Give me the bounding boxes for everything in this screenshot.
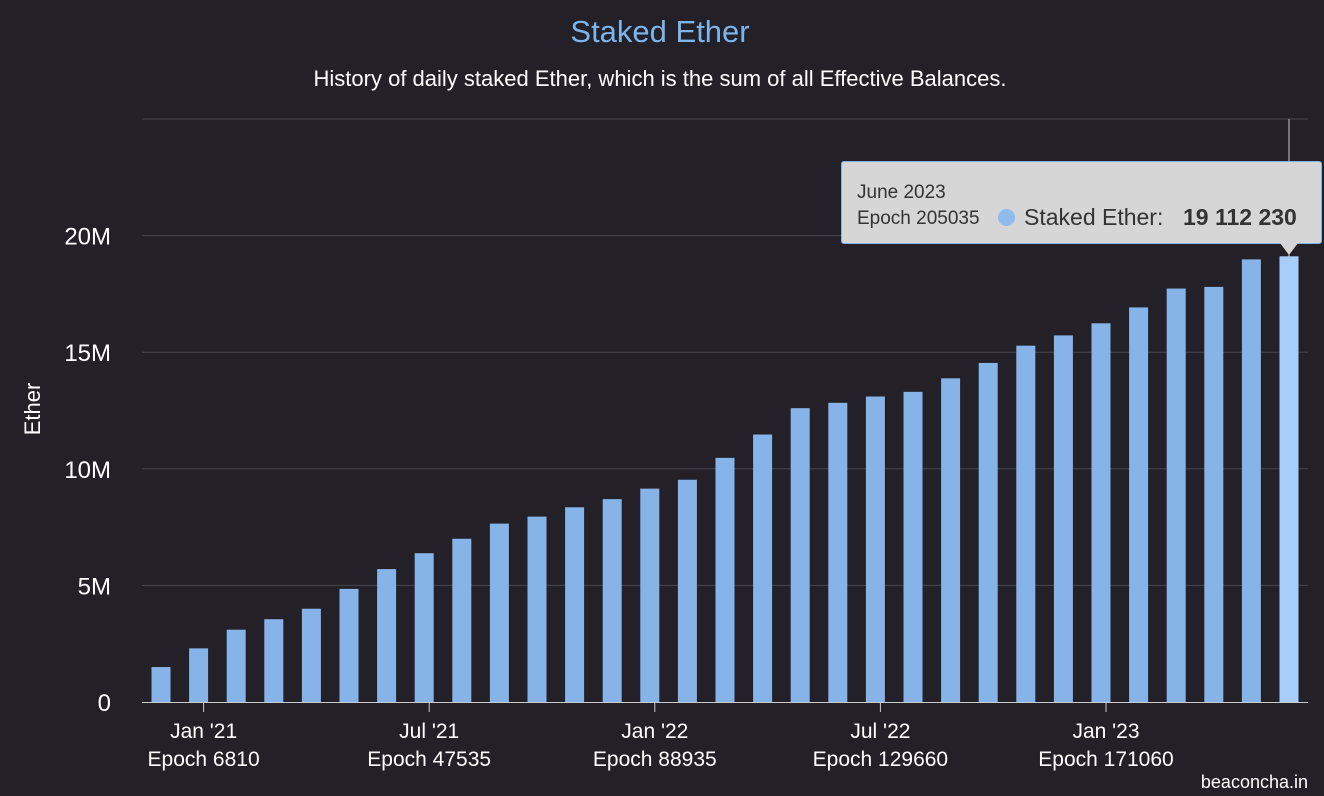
x-tick-month-label: Jan '21 <box>170 720 237 743</box>
bar[interactable] <box>151 667 171 702</box>
bar[interactable] <box>452 538 472 702</box>
bar[interactable] <box>226 629 246 702</box>
x-tick-epoch-label: Epoch 47535 <box>367 748 491 771</box>
bar[interactable] <box>828 402 848 702</box>
watermark: beaconcha.in <box>1200 772 1308 792</box>
bar[interactable] <box>790 408 810 702</box>
bar[interactable] <box>715 457 735 702</box>
y-tick-label: 20M <box>64 224 111 251</box>
bar[interactable] <box>489 523 509 702</box>
bar[interactable] <box>1016 345 1036 702</box>
bar[interactable] <box>339 588 359 702</box>
bar[interactable] <box>903 391 923 702</box>
bar[interactable] <box>865 396 885 702</box>
x-tick-month-label: Jan '22 <box>621 720 688 743</box>
y-axis-title: Ether <box>20 383 45 436</box>
bar[interactable] <box>565 507 585 702</box>
bar[interactable] <box>1166 288 1186 702</box>
x-tick-epoch-label: Epoch 129660 <box>813 748 948 771</box>
bar[interactable] <box>264 619 284 702</box>
bar[interactable] <box>414 553 434 702</box>
x-axis-ticks: Jan '21 Epoch 6810 Jul '21 Epoch 47535 Jan '… <box>142 702 1308 771</box>
y-tick-label: 15M <box>64 340 111 367</box>
x-tick-month-label: Jan '23 <box>1072 720 1139 743</box>
tooltip-series-label: Staked Ether: <box>1024 204 1164 230</box>
bar[interactable] <box>1241 259 1261 702</box>
bar[interactable] <box>1129 307 1149 702</box>
x-tick-epoch-label: Epoch 6810 <box>148 748 260 771</box>
tooltip-series-dot-icon <box>998 209 1015 226</box>
chart-title: Staked Ether <box>570 14 750 49</box>
tooltip-value: 19 112 230 <box>1183 204 1297 230</box>
bar[interactable] <box>602 499 622 702</box>
bar[interactable] <box>978 362 998 702</box>
bar[interactable] <box>640 488 660 702</box>
bar[interactable] <box>189 648 209 702</box>
x-tick-epoch-label: Epoch 171060 <box>1038 748 1173 771</box>
bar[interactable] <box>301 608 321 702</box>
tooltip-date: June 2023 <box>857 182 946 203</box>
y-tick-label: 10M <box>64 457 111 484</box>
chart-subtitle: History of daily staked Ether, which is … <box>313 66 1007 91</box>
tooltip: June 2023 Epoch 205035 Staked Ether: 19 … <box>841 161 1322 244</box>
x-tick-month-label: Jul '21 <box>399 720 459 743</box>
bar[interactable] <box>377 569 397 702</box>
tooltip-epoch: Epoch 205035 <box>857 208 980 229</box>
y-tick-label: 0 <box>98 690 111 717</box>
y-tick-label: 5M <box>78 573 111 600</box>
bar[interactable] <box>677 479 697 702</box>
bar[interactable] <box>1053 335 1073 702</box>
bar-series[interactable] <box>151 119 1299 702</box>
bar[interactable] <box>753 434 773 702</box>
tooltip-pointer <box>1280 243 1298 255</box>
bar[interactable] <box>527 516 547 702</box>
bar[interactable] <box>941 378 961 702</box>
bar[interactable] <box>1279 256 1299 702</box>
bar[interactable] <box>1204 286 1224 702</box>
bar[interactable] <box>1091 323 1111 702</box>
x-tick-month-label: Jul '22 <box>850 720 910 743</box>
y-axis-ticks: 0 5M 10M 15M 20M <box>64 224 111 717</box>
x-tick-epoch-label: Epoch 88935 <box>593 748 717 771</box>
